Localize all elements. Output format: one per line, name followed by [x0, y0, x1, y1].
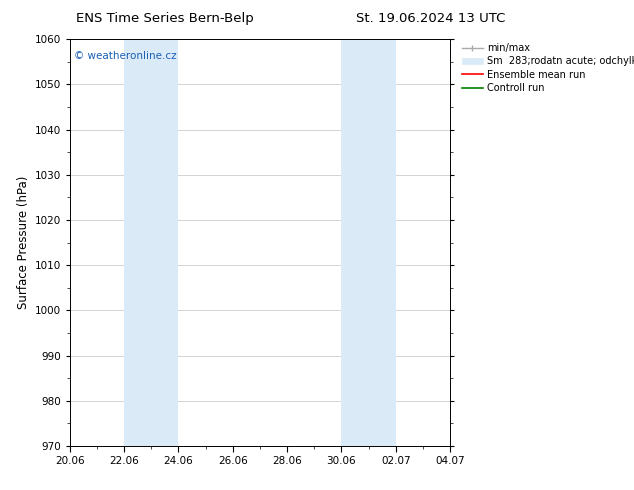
Bar [342, 39, 396, 446]
Y-axis label: Surface Pressure (hPa): Surface Pressure (hPa) [17, 176, 30, 309]
Text: St. 19.06.2024 13 UTC: St. 19.06.2024 13 UTC [356, 12, 506, 25]
Legend: min/max, Sm  283;rodatn acute; odchylka, Ensemble mean run, Controll run: min/max, Sm 283;rodatn acute; odchylka, … [458, 39, 634, 97]
Text: ENS Time Series Bern-Belp: ENS Time Series Bern-Belp [76, 12, 254, 25]
Bar [124, 39, 178, 446]
Text: © weatheronline.cz: © weatheronline.cz [74, 51, 176, 61]
